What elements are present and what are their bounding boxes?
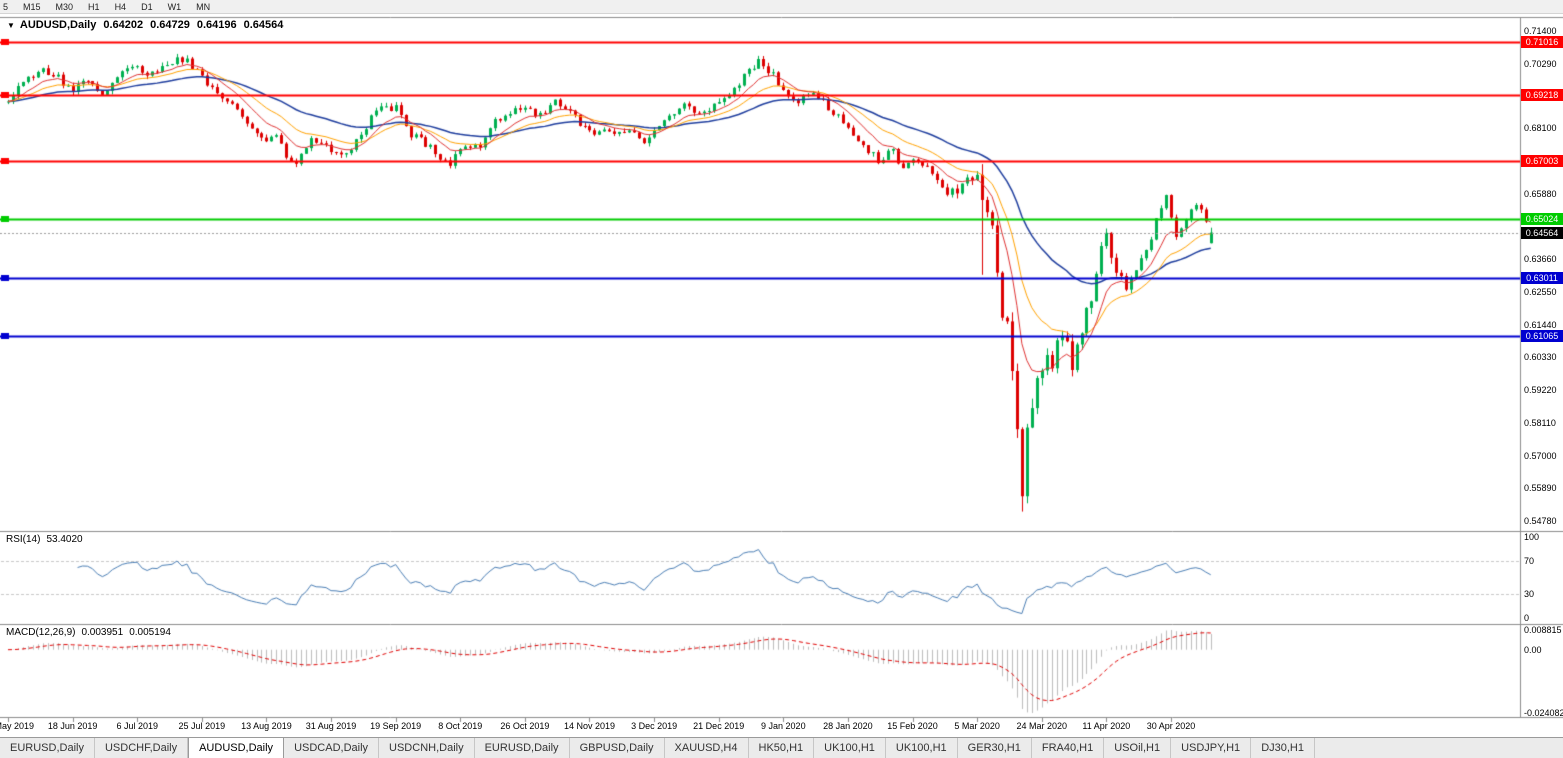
time-axis[interactable]: 30 May 2019 18 Jun 2019 6 Jul 2019 25 Jul 2… xyxy=(0,717,1521,737)
time-axis-label: 21 Dec 2019 xyxy=(693,721,745,731)
hline-price-badge-red: 0.67003 xyxy=(1521,154,1563,167)
macd-name: MACD(12,26,9) xyxy=(6,627,76,638)
time-axis-label: 18 Jun 2019 xyxy=(47,721,98,731)
hline-price-badge-red: 0.71016 xyxy=(1521,36,1563,49)
price-axis-label: 0.61440 xyxy=(1524,319,1557,330)
rsi-axis-label: 30 xyxy=(1524,588,1535,599)
timeframe-button-d1[interactable]: D1 xyxy=(141,1,153,12)
timeframe-button-h4[interactable]: H4 xyxy=(114,1,127,12)
macd-axis-label: 0.00 xyxy=(1524,644,1542,655)
rsi-name: RSI(14) xyxy=(6,534,41,545)
timeframe-button-h1[interactable]: H1 xyxy=(88,1,100,12)
price-axis-label: 0.70290 xyxy=(1524,58,1557,69)
macd-value-2: 0.005194 xyxy=(129,627,171,638)
symbol-tab-14[interactable]: USDJPY,H1 xyxy=(1171,738,1252,758)
macd-indicator-label: MACD(12,26,9) 0.003951 0.005194 xyxy=(6,627,171,638)
macd-value-1: 0.003951 xyxy=(81,627,124,638)
time-axis-label: 26 Oct 2019 xyxy=(500,721,550,731)
symbol-tab-bar: EURUSD,Daily USDCHF,Daily AUDUSD,Daily USDC… xyxy=(0,737,1563,758)
time-axis-label: 30 May 2019 xyxy=(0,721,35,731)
hline-price-badge-green: 0.65024 xyxy=(1521,212,1563,225)
timeframe-button-mn[interactable]: MN xyxy=(196,1,211,12)
price-axis-label: 0.65880 xyxy=(1524,188,1557,199)
time-axis-label: 13 Aug 2019 xyxy=(241,721,292,731)
symbol-tab-8[interactable]: HK50,H1 xyxy=(749,738,815,758)
symbol-tab-7[interactable]: XAUUSD,H4 xyxy=(665,738,749,758)
chart-symbol-label: AUDUSD,Daily xyxy=(19,19,97,31)
timeframe-button-w1[interactable]: W1 xyxy=(167,1,182,12)
timeframe-button-5[interactable]: 5 xyxy=(3,1,9,12)
symbol-tab-4[interactable]: USDCNH,Daily xyxy=(379,738,475,758)
symbol-tab-11[interactable]: GER30,H1 xyxy=(958,738,1032,758)
price-axis-label: 0.62550 xyxy=(1524,286,1557,297)
price-axis-label: 0.55890 xyxy=(1524,483,1557,494)
time-axis-label: 24 Mar 2020 xyxy=(1016,721,1068,731)
timeframe-toolbar: 5 M15 M30 H1 H4 D1 W1 MN xyxy=(0,0,1563,14)
time-axis-label: 31 Aug 2019 xyxy=(305,721,357,731)
rsi-indicator-label: RSI(14) 53.4020 xyxy=(6,534,83,545)
rsi-value: 53.4020 xyxy=(46,534,83,545)
time-axis-label: 19 Sep 2019 xyxy=(370,721,422,731)
time-axis-label: 28 Jan 2020 xyxy=(823,721,873,731)
price-axis-label: 0.63660 xyxy=(1524,254,1557,265)
symbol-tab-9[interactable]: UK100,H1 xyxy=(814,738,886,758)
rsi-axis-label: 100 xyxy=(1524,532,1540,542)
price-axis[interactable]: 0.71400 0.70290 0.68100 0.65880 0.63660 0.625… xyxy=(1521,14,1563,737)
time-axis-label: 3 Dec 2019 xyxy=(631,721,678,731)
price-chart-canvas[interactable] xyxy=(0,14,1563,737)
price-axis-label: 0.58110 xyxy=(1524,417,1556,428)
symbol-tab-1[interactable]: USDCHF,Daily xyxy=(95,738,189,758)
symbol-tab-6[interactable]: GBPUSD,Daily xyxy=(570,738,665,758)
ohlc-close: 0.64564 xyxy=(243,19,284,31)
symbol-tab-2[interactable]: AUDUSD,Daily xyxy=(188,738,285,758)
macd-axis-label: -0.024082 xyxy=(1524,708,1563,718)
time-axis-label: 8 Oct 2019 xyxy=(438,721,483,731)
time-axis-label: 14 Nov 2019 xyxy=(563,721,615,731)
chart-title: ▼ AUDUSD,Daily 0.64202 0.64729 0.64196 0.6456… xyxy=(7,19,283,31)
price-axis-label: 0.54780 xyxy=(1524,516,1557,526)
time-axis-label: 9 Jan 2020 xyxy=(761,721,806,731)
symbol-tab-15[interactable]: DJ30,H1 xyxy=(1251,738,1315,758)
symbol-tab-5[interactable]: EURUSD,Daily xyxy=(475,738,570,758)
time-axis-label: 5 Mar 2020 xyxy=(954,721,1000,731)
chart-menu-icon[interactable]: ▼ xyxy=(7,21,15,30)
ohlc-high: 0.64729 xyxy=(150,19,190,31)
time-axis-label: 15 Feb 2020 xyxy=(887,721,938,731)
symbol-tab-10[interactable]: UK100,H1 xyxy=(886,738,958,758)
ohlc-open: 0.64202 xyxy=(103,19,144,31)
hline-price-badge-red: 0.69218 xyxy=(1521,89,1563,102)
price-axis-label: 0.68100 xyxy=(1524,123,1557,134)
ohlc-low: 0.64196 xyxy=(196,19,237,31)
rsi-axis-label: 0 xyxy=(1524,613,1530,623)
current-price-badge: 0.64564 xyxy=(1521,226,1563,239)
timeframe-button-m15[interactable]: M15 xyxy=(23,1,41,12)
timeframe-button-m30[interactable]: M30 xyxy=(55,1,74,12)
time-axis-label: 30 Apr 2020 xyxy=(1146,721,1196,731)
hline-price-badge-blue: 0.63011 xyxy=(1521,272,1563,285)
time-axis-label: 6 Jul 2019 xyxy=(116,721,158,731)
symbol-tab-13[interactable]: USOil,H1 xyxy=(1104,738,1172,758)
hline-price-badge-blue: 0.61065 xyxy=(1521,329,1563,342)
symbol-tab-12[interactable]: FRA40,H1 xyxy=(1032,738,1105,758)
rsi-axis-label: 70 xyxy=(1524,556,1535,567)
time-axis-label: 11 Apr 2020 xyxy=(1082,721,1131,731)
price-axis-label: 0.60330 xyxy=(1524,352,1557,363)
symbol-tab-3[interactable]: USDCAD,Daily xyxy=(284,738,380,758)
price-axis-label: 0.57000 xyxy=(1524,450,1557,461)
time-axis-label: 25 Jul 2019 xyxy=(178,721,226,731)
symbol-tab-0[interactable]: EURUSD,Daily xyxy=(0,738,95,758)
macd-axis-label: 0.008815 xyxy=(1524,625,1562,635)
price-axis-label: 0.71400 xyxy=(1524,26,1557,36)
price-axis-label: 0.59220 xyxy=(1524,385,1557,396)
